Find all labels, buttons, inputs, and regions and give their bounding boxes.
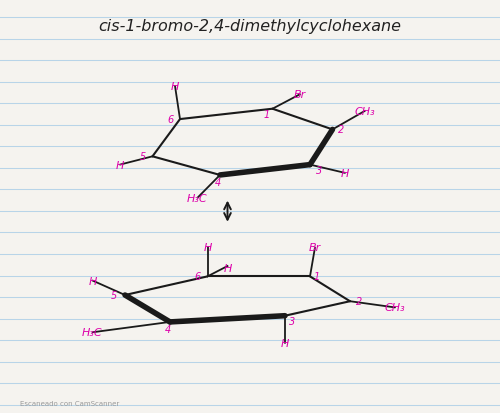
Text: H: H bbox=[116, 160, 124, 170]
Text: H: H bbox=[204, 243, 212, 253]
Text: Br: Br bbox=[309, 243, 321, 253]
Text: Escaneado con CamScanner: Escaneado con CamScanner bbox=[20, 400, 119, 406]
Text: H: H bbox=[224, 263, 232, 273]
Text: 2: 2 bbox=[338, 125, 344, 135]
Text: CH₃: CH₃ bbox=[354, 107, 376, 116]
Text: H₃C: H₃C bbox=[187, 193, 208, 203]
Text: 2: 2 bbox=[356, 297, 362, 306]
Text: 1: 1 bbox=[314, 272, 320, 282]
Text: Br: Br bbox=[294, 90, 306, 100]
Text: 5: 5 bbox=[140, 152, 145, 162]
Text: 4: 4 bbox=[164, 325, 170, 335]
Text: H₃C: H₃C bbox=[82, 328, 103, 337]
Text: H: H bbox=[171, 82, 179, 92]
Text: 3: 3 bbox=[316, 165, 322, 175]
Text: cis-1-bromo-2,4-dimethylcyclohexane: cis-1-bromo-2,4-dimethylcyclohexane bbox=[98, 19, 402, 34]
Text: 5: 5 bbox=[111, 290, 117, 300]
Text: 4: 4 bbox=[214, 178, 220, 188]
Text: H: H bbox=[341, 169, 349, 178]
Text: H: H bbox=[88, 276, 96, 286]
Text: 6: 6 bbox=[168, 115, 174, 125]
Text: 6: 6 bbox=[194, 272, 200, 282]
Text: 3: 3 bbox=[289, 316, 295, 326]
Text: CH₃: CH₃ bbox=[384, 303, 406, 313]
Text: 1: 1 bbox=[264, 109, 270, 119]
Text: H: H bbox=[281, 338, 289, 348]
